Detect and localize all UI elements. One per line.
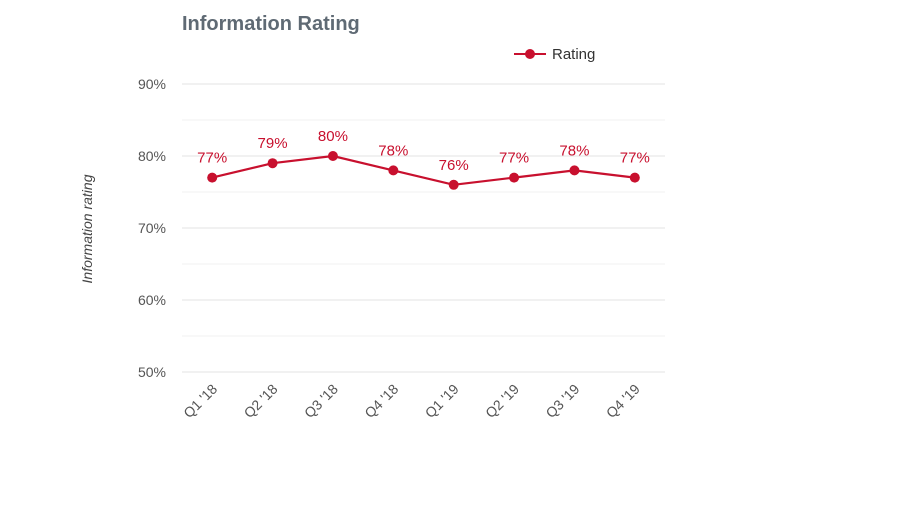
y-tick-label: 80% — [138, 148, 166, 164]
data-label: 80% — [318, 128, 348, 145]
x-tick-label: Q2 '18 — [241, 381, 281, 421]
x-tick-label: Q3 '18 — [301, 381, 341, 421]
x-tick-label: Q1 '18 — [180, 381, 220, 421]
data-point[interactable] — [327, 151, 338, 161]
data-point[interactable] — [629, 172, 640, 183]
y-tick-label: 60% — [138, 292, 166, 308]
data-point[interactable] — [509, 172, 520, 183]
y-tick-label: 90% — [138, 76, 166, 92]
legend-label-rating: Rating — [552, 46, 595, 63]
data-label: 78% — [559, 142, 589, 159]
data-point[interactable] — [207, 172, 218, 183]
y-tick-label: 50% — [138, 364, 166, 380]
x-tick-label: Q1 '19 — [422, 381, 462, 421]
data-point[interactable] — [267, 158, 278, 169]
series-rating — [207, 151, 640, 190]
data-label: 78% — [378, 142, 408, 159]
x-tick-label: Q4 '18 — [361, 381, 401, 421]
chart-title: Information Rating — [182, 13, 360, 35]
data-label: 79% — [258, 135, 288, 152]
data-labels: 77% 79% 80% 78% 76% 77% 78% 77% — [197, 128, 650, 174]
data-point[interactable] — [569, 165, 580, 176]
x-tick-label: Q4 '19 — [603, 381, 643, 421]
y-tick-label: 70% — [138, 220, 166, 236]
data-label: 77% — [197, 150, 227, 167]
data-point[interactable] — [388, 165, 399, 176]
legend[interactable]: Rating — [514, 46, 595, 63]
x-tick-label: Q2 '19 — [482, 381, 522, 421]
data-label: 77% — [499, 150, 529, 167]
x-tick-label: Q3 '19 — [542, 381, 582, 421]
y-axis: 50% 60% 70% 80% 90% — [138, 76, 166, 380]
y-axis-title: Information rating — [79, 174, 95, 283]
legend-marker — [525, 49, 535, 59]
data-label: 76% — [439, 157, 469, 174]
data-label: 77% — [620, 150, 650, 167]
data-point[interactable] — [448, 179, 459, 190]
x-axis: Q1 '18 Q2 '18 Q3 '18 Q4 '18 Q1 '19 Q2 '19 Q3 '… — [180, 381, 643, 421]
series-line-rating — [211, 154, 635, 186]
grid — [182, 83, 665, 373]
